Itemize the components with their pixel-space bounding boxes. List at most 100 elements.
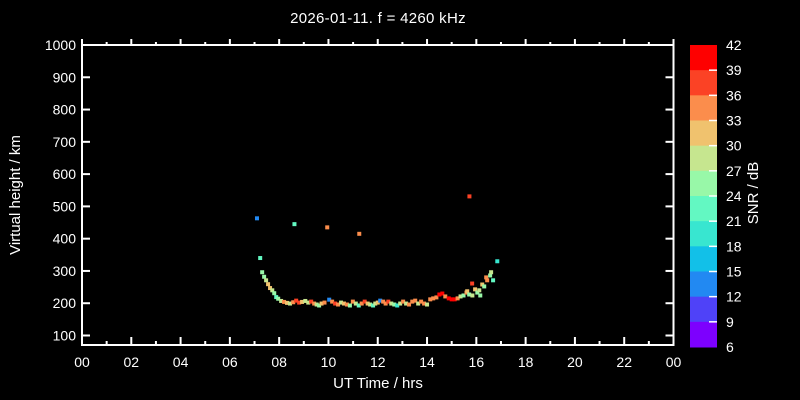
colorbar-segment (690, 45, 717, 71)
plot-frame (81, 44, 675, 346)
data-point (375, 300, 380, 305)
data-point (475, 290, 480, 295)
colorbar-segment (690, 70, 717, 96)
data-point (309, 299, 314, 304)
data-point (428, 297, 433, 302)
colorbar-tick-label: 36 (726, 87, 742, 103)
data-point (276, 296, 281, 301)
data-point (425, 302, 430, 307)
data-point (404, 301, 409, 306)
colorbar-segment (690, 120, 717, 147)
colorbar-segment (690, 145, 717, 172)
data-point (312, 301, 317, 306)
data-point (395, 303, 400, 308)
data-point (470, 281, 475, 286)
data-point (339, 300, 344, 305)
x-tick-label: 04 (173, 354, 189, 370)
data-point (489, 270, 494, 275)
data-point (422, 301, 427, 306)
colorbar-tick-label: 9 (726, 314, 734, 330)
data-point (268, 286, 273, 291)
data-point (317, 303, 322, 308)
data-point (327, 297, 332, 302)
data-point (413, 298, 418, 303)
data-point (373, 301, 378, 306)
data-point (297, 300, 302, 305)
data-point (461, 293, 466, 298)
y-tick-label: 800 (53, 102, 77, 118)
data-point (330, 299, 335, 304)
colorbar-segment (690, 196, 717, 222)
y-tick-label: 200 (53, 295, 77, 311)
y-tick-label: 600 (53, 166, 77, 182)
data-point (440, 291, 445, 296)
data-point (279, 298, 284, 303)
data-point (270, 288, 275, 293)
data-point (467, 292, 472, 297)
data-point (347, 303, 352, 308)
data-point (473, 287, 478, 292)
data-point (306, 300, 311, 305)
x-tick-label: 08 (271, 354, 287, 370)
data-point (478, 293, 483, 298)
data-point (386, 299, 391, 304)
x-tick-label: 16 (469, 354, 485, 370)
data-point (272, 291, 277, 296)
chart-title: 2026-01-11. f = 4260 kHz (290, 10, 466, 27)
data-point (485, 278, 490, 283)
data-point (470, 293, 475, 298)
x-tick-label: 00 (666, 354, 682, 370)
data-point (410, 299, 415, 304)
colorbar-tick-label: 12 (726, 289, 742, 305)
colorbar-tick-label: 24 (726, 188, 742, 204)
x-tick-label: 06 (222, 354, 238, 370)
data-point (446, 296, 451, 301)
data-point (491, 278, 496, 283)
data-point (452, 297, 457, 302)
data-point (365, 301, 370, 306)
data-point (357, 231, 362, 236)
data-point (282, 299, 287, 304)
data-point (362, 299, 367, 304)
data-point (381, 299, 386, 304)
data-point (258, 256, 263, 261)
data-point (467, 194, 472, 199)
colorbar-segment (690, 321, 717, 348)
colorbar-tick-label: 39 (726, 62, 742, 78)
data-point (341, 301, 346, 306)
data-point (449, 297, 454, 302)
colorbar-tick-label: 18 (726, 238, 742, 254)
x-tick-label: 20 (567, 354, 583, 370)
data-point (482, 284, 487, 289)
data-point (344, 302, 349, 307)
data-point (455, 296, 460, 301)
data-point (336, 302, 341, 307)
x-tick-label: 10 (321, 354, 337, 370)
y-tick-label: 700 (53, 134, 77, 150)
y-axis-title: Virtual height / km (7, 135, 24, 255)
data-point (383, 301, 388, 306)
data-point (477, 288, 482, 293)
y-tick-label: 1000 (45, 37, 76, 53)
data-point (398, 301, 403, 306)
data-point (443, 294, 448, 299)
data-point (419, 299, 424, 304)
data-point (437, 292, 442, 297)
data-point (407, 302, 412, 307)
colorbar-segment (690, 246, 717, 272)
data-point (288, 301, 293, 306)
data-point (322, 300, 327, 305)
colorbar-segment (690, 221, 717, 247)
x-tick-label: 00 (74, 354, 90, 370)
data-point (333, 301, 338, 306)
data-point (359, 301, 364, 306)
colorbar-segment (690, 296, 717, 323)
data-point (368, 302, 373, 307)
colorbar-title: SNR / dB (745, 161, 762, 225)
colorbar-tick-label: 30 (726, 138, 742, 154)
x-axis-title: UT Time / hrs (333, 375, 423, 392)
data-point (319, 301, 324, 306)
data-point (353, 301, 358, 306)
colorbar-segment (690, 95, 717, 121)
